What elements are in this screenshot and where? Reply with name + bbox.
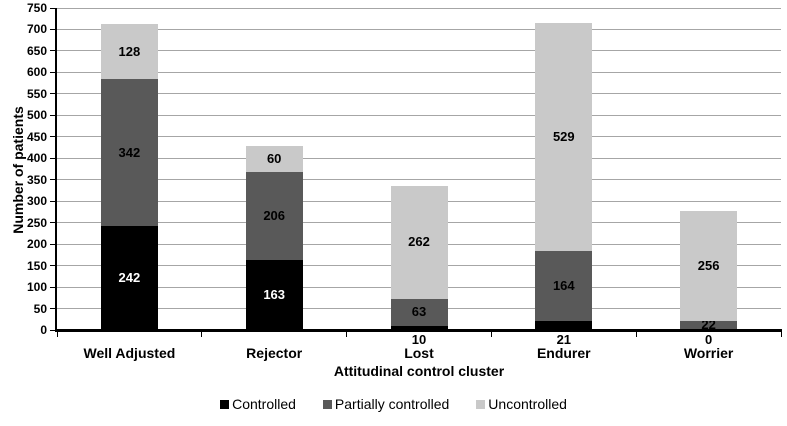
bar-segment <box>535 23 593 251</box>
y-axis-tick <box>50 200 55 202</box>
y-axis-tick-label: 250 <box>26 215 47 230</box>
bar-segment <box>390 186 448 299</box>
x-category-label: Rejector <box>246 345 303 361</box>
y-axis-tick-label: 450 <box>26 129 47 144</box>
legend-item: Controlled <box>220 396 296 412</box>
legend-swatch-icon <box>322 399 332 409</box>
y-axis-tick-label: 300 <box>26 194 47 209</box>
bar-value-label: 242 <box>118 270 141 286</box>
y-axis-tick <box>50 157 55 159</box>
bar-segment <box>390 298 448 326</box>
gridline <box>57 71 781 73</box>
y-axis-tick-label: 550 <box>26 86 47 101</box>
y-axis-tick <box>50 93 55 95</box>
gridline <box>57 157 781 159</box>
y-axis-tick <box>50 308 55 310</box>
x-axis-title: Attitudinal control cluster <box>333 363 505 379</box>
legend-item: Partially controlled <box>322 396 450 412</box>
gridline <box>57 114 781 116</box>
bar-segment <box>245 260 303 330</box>
x-category-label: Lost <box>404 345 434 361</box>
y-axis-tick-label: 50 <box>33 301 47 316</box>
y-axis-tick-label: 200 <box>26 237 47 252</box>
x-axis-tick <box>635 332 637 337</box>
bar-segment <box>100 79 158 227</box>
y-axis-tick <box>50 179 55 181</box>
bar-value-label: 10 <box>411 332 427 347</box>
bar-value-label: 21 <box>556 332 572 347</box>
bar-segment <box>390 325 448 330</box>
bar-segment <box>100 226 158 330</box>
bar-segment <box>245 145 303 172</box>
x-axis-tick <box>780 332 782 337</box>
bar-segment <box>535 250 593 321</box>
legend-label: Controlled <box>232 396 296 412</box>
y-axis-tick-label: 400 <box>26 151 47 166</box>
gridline <box>57 7 781 9</box>
bar-value-label: 63 <box>411 304 427 320</box>
gridline <box>57 28 781 30</box>
x-axis-line <box>55 329 782 332</box>
bar-value-label: 163 <box>263 287 286 302</box>
y-axis-tick-label: 700 <box>26 22 47 37</box>
y-axis-tick-label: 600 <box>26 65 47 80</box>
gridline <box>57 93 781 95</box>
gridline <box>57 179 781 181</box>
y-axis-tick-label: 350 <box>26 172 47 187</box>
bar-segment <box>245 171 303 260</box>
x-category-label: Well Adjusted <box>83 345 176 361</box>
y-axis-tick <box>50 28 55 30</box>
legend-swatch-icon <box>476 399 486 409</box>
gridline <box>57 50 781 52</box>
bar-segment <box>680 320 738 330</box>
y-axis-tick <box>50 7 55 9</box>
legend-swatch-icon <box>220 399 230 409</box>
x-axis-tick <box>56 332 58 337</box>
y-axis-tick <box>50 71 55 73</box>
legend: Controlled Partially controlled Uncontroll… <box>0 396 787 412</box>
y-axis-tick-label: 750 <box>26 1 47 15</box>
bar-value-label: 0 <box>704 332 713 347</box>
legend-label: Partially controlled <box>334 396 450 412</box>
y-axis-tick-label: 100 <box>26 280 47 295</box>
y-axis-tick-label: 500 <box>26 108 47 123</box>
bar-value-label: 22 <box>701 317 716 333</box>
gridline <box>57 136 781 138</box>
bar-value-label: 342 <box>118 144 141 160</box>
y-axis-tick <box>50 243 55 245</box>
bar-segment <box>680 210 738 321</box>
y-axis-tick <box>50 286 55 288</box>
bar-value-label: 256 <box>697 257 720 273</box>
x-category-label: Endurer <box>536 345 591 361</box>
y-axis-tick <box>50 114 55 116</box>
y-axis-tick-label: 0 <box>40 323 47 337</box>
y-axis-tick <box>50 222 55 224</box>
plot-area: 0 50 100 150 200 250 300 350 400 450 500 550 600 650 7… <box>27 1 782 361</box>
y-axis-tick <box>50 329 55 331</box>
y-axis-tick-label: 650 <box>26 43 47 58</box>
y-axis-tick-label: 150 <box>26 258 47 273</box>
bar-segment <box>535 320 593 330</box>
x-axis-tick <box>201 332 203 337</box>
bar-value-label: 529 <box>552 129 575 144</box>
bar-segment <box>100 24 158 80</box>
y-axis-tick <box>50 50 55 52</box>
bar-value-label: 128 <box>118 43 141 59</box>
x-axis-tick <box>346 332 348 337</box>
x-axis-tick <box>490 332 492 337</box>
bar-value-label: 164 <box>552 277 575 293</box>
legend-item: Uncontrolled <box>476 396 567 412</box>
bar-value-label: 206 <box>263 207 286 223</box>
y-axis-tick <box>50 265 55 267</box>
bar-value-label: 60 <box>266 150 282 166</box>
y-axis-tick <box>50 136 55 138</box>
legend-label: Uncontrolled <box>488 396 567 412</box>
x-category-label: Worrier <box>683 345 734 361</box>
bar-value-label: 262 <box>408 234 430 250</box>
y-axis-line <box>55 8 57 332</box>
